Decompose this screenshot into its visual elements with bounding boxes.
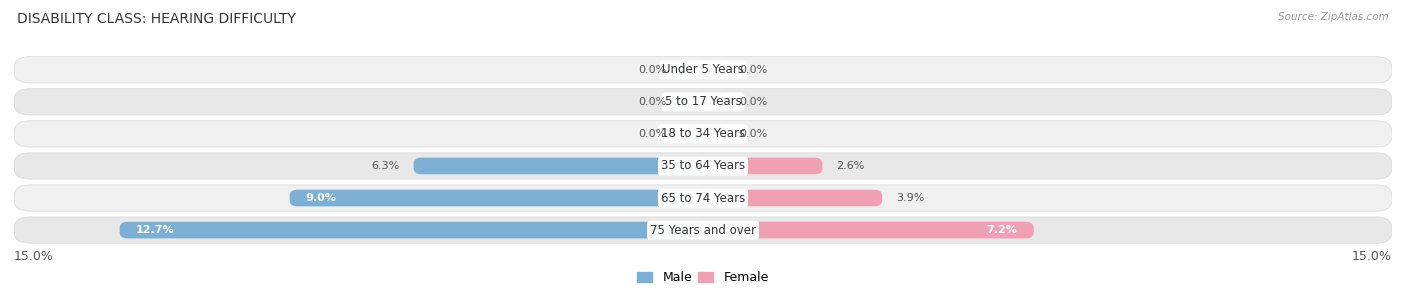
FancyBboxPatch shape [681, 94, 703, 110]
FancyBboxPatch shape [681, 125, 703, 142]
Text: DISABILITY CLASS: HEARING DIFFICULTY: DISABILITY CLASS: HEARING DIFFICULTY [17, 12, 295, 26]
FancyBboxPatch shape [703, 62, 725, 78]
Text: 7.2%: 7.2% [987, 225, 1018, 235]
Text: 0.0%: 0.0% [740, 65, 768, 75]
Text: 75 Years and over: 75 Years and over [650, 224, 756, 237]
Text: 5 to 17 Years: 5 to 17 Years [665, 95, 741, 108]
Text: 35 to 64 Years: 35 to 64 Years [661, 159, 745, 173]
FancyBboxPatch shape [703, 158, 823, 174]
FancyBboxPatch shape [14, 217, 1392, 243]
Text: 0.0%: 0.0% [740, 129, 768, 139]
Text: 0.0%: 0.0% [638, 65, 666, 75]
FancyBboxPatch shape [14, 89, 1392, 115]
FancyBboxPatch shape [14, 121, 1392, 147]
Text: 3.9%: 3.9% [896, 193, 924, 203]
Legend: Male, Female: Male, Female [633, 266, 773, 289]
Text: 65 to 74 Years: 65 to 74 Years [661, 192, 745, 204]
FancyBboxPatch shape [703, 222, 1033, 238]
Text: 15.0%: 15.0% [14, 250, 53, 263]
Text: 12.7%: 12.7% [136, 225, 174, 235]
FancyBboxPatch shape [413, 158, 703, 174]
FancyBboxPatch shape [290, 190, 703, 206]
Text: 0.0%: 0.0% [638, 97, 666, 107]
FancyBboxPatch shape [120, 222, 703, 238]
FancyBboxPatch shape [703, 125, 725, 142]
FancyBboxPatch shape [14, 153, 1392, 179]
FancyBboxPatch shape [14, 185, 1392, 211]
Text: 9.0%: 9.0% [305, 193, 336, 203]
Text: 0.0%: 0.0% [638, 129, 666, 139]
FancyBboxPatch shape [14, 57, 1392, 83]
Text: Source: ZipAtlas.com: Source: ZipAtlas.com [1278, 12, 1389, 22]
Text: 0.0%: 0.0% [740, 97, 768, 107]
FancyBboxPatch shape [703, 190, 882, 206]
FancyBboxPatch shape [703, 94, 725, 110]
Text: 15.0%: 15.0% [1353, 250, 1392, 263]
Text: 2.6%: 2.6% [837, 161, 865, 171]
Text: Under 5 Years: Under 5 Years [662, 63, 744, 76]
Text: 6.3%: 6.3% [371, 161, 399, 171]
FancyBboxPatch shape [681, 62, 703, 78]
Text: 18 to 34 Years: 18 to 34 Years [661, 127, 745, 140]
